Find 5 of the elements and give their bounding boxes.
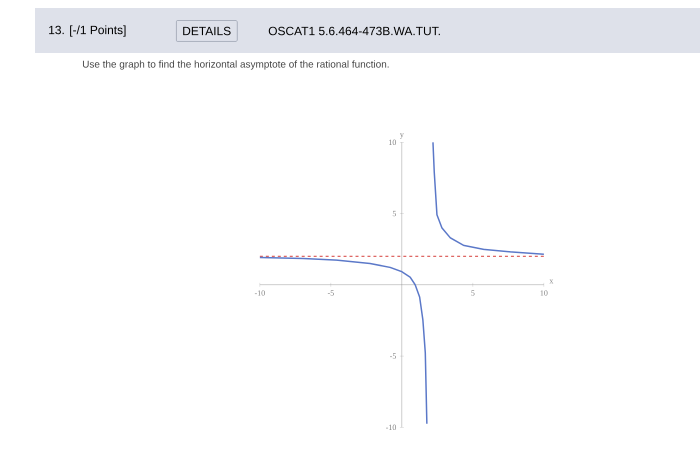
line-series (432, 142, 545, 255)
text: OSCAT1 5.6.464-473B.WA.TUT. (268, 26, 440, 36)
text: 13. [-/1 Points] (49, 25, 126, 37)
text: DETAILS (183, 26, 231, 36)
chart-subtitle: Use the graph to find the horizontal asymptote of the rational function. (82, 60, 389, 70)
